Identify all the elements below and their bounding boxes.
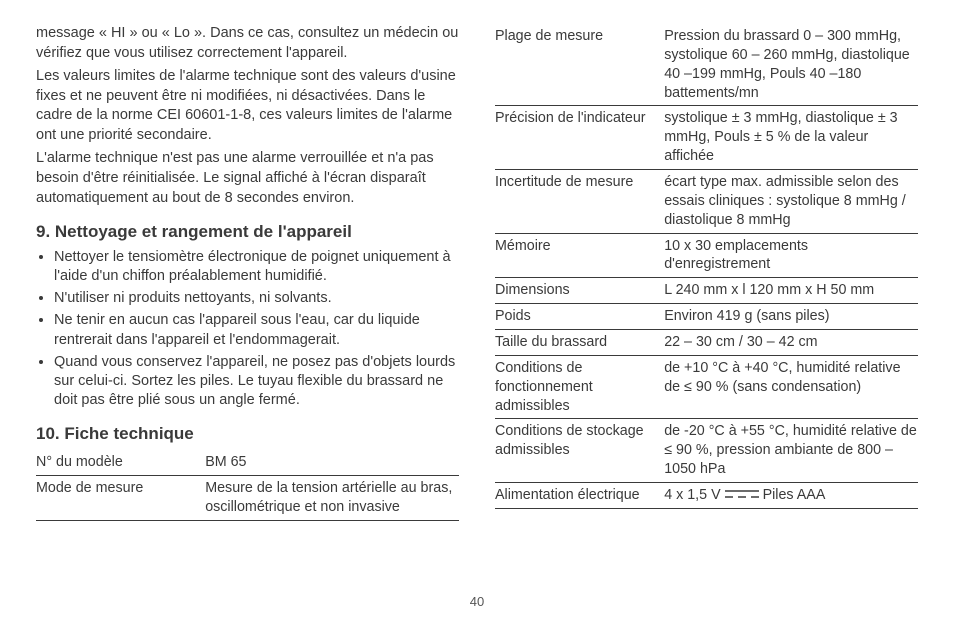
- table-row: Conditions de fonctionnement admissibles…: [495, 355, 918, 419]
- spec-table-left: N° du modèle BM 65 Mode de mesure Mesure…: [36, 450, 459, 521]
- spec-key: Incertitude de mesure: [495, 170, 664, 234]
- spec-key: Conditions de stockage admissibles: [495, 419, 664, 483]
- spec-value: de -20 °C à +55 °C, humidité relative de…: [664, 419, 918, 483]
- spec-value: écart type max. admissible selon des ess…: [664, 170, 918, 234]
- table-row: Mode de mesure Mesure de la tension arté…: [36, 475, 459, 520]
- heading-cleaning: 9. Nettoyage et rangement de l'appareil: [36, 222, 459, 242]
- spec-value: L 240 mm x l 120 mm x H 50 mm: [664, 278, 918, 304]
- spec-value: Environ 419 g (sans piles): [664, 304, 918, 330]
- spec-value: 10 x 30 emplacements d'enregistrement: [664, 233, 918, 278]
- table-row: Taille du brassard 22 – 30 cm / 30 – 42 …: [495, 330, 918, 356]
- paragraph: message « HI » ou « Lo ». Dans ce cas, c…: [36, 24, 459, 63]
- spec-value-text-b: Piles AAA: [763, 487, 826, 503]
- spec-key: Mémoire: [495, 233, 664, 278]
- table-row: Dimensions L 240 mm x l 120 mm x H 50 mm: [495, 278, 918, 304]
- spec-table-right: Plage de mesure Pression du brassard 0 –…: [495, 24, 918, 509]
- table-row: N° du modèle BM 65: [36, 450, 459, 475]
- spec-key: N° du modèle: [36, 450, 205, 475]
- page-number: 40: [0, 594, 954, 609]
- left-column: message « HI » ou « Lo ». Dans ce cas, c…: [36, 24, 459, 609]
- table-row: Plage de mesure Pression du brassard 0 –…: [495, 24, 918, 106]
- spec-value: 4 x 1,5 V Piles AAA: [664, 483, 918, 509]
- table-row: Précision de l'indicateur systolique ± 3…: [495, 106, 918, 170]
- dc-symbol-icon: [725, 486, 759, 505]
- spec-value: Mesure de la tension artérielle au bras,…: [205, 475, 459, 520]
- spec-key: Poids: [495, 304, 664, 330]
- spec-value: systolique ± 3 mmHg, diastolique ± 3 mmH…: [664, 106, 918, 170]
- spec-value: de +10 °C à +40 °C, humidité relative de…: [664, 355, 918, 419]
- heading-specs: 10. Fiche technique: [36, 424, 459, 444]
- list-item: N'utiliser ni produits nettoyants, ni so…: [54, 289, 459, 308]
- spec-value-text-a: 4 x 1,5 V: [664, 487, 724, 503]
- table-row: Mémoire 10 x 30 emplacements d'enregistr…: [495, 233, 918, 278]
- right-column: Plage de mesure Pression du brassard 0 –…: [495, 24, 918, 609]
- spec-value: Pression du brassard 0 – 300 mmHg, systo…: [664, 24, 918, 106]
- list-item: Nettoyer le tensiomètre électronique de …: [54, 248, 459, 286]
- spec-value: 22 – 30 cm / 30 – 42 cm: [664, 330, 918, 356]
- spec-key: Précision de l'indicateur: [495, 106, 664, 170]
- spec-key: Alimentation électrique: [495, 483, 664, 509]
- table-row: Alimentation électrique 4 x 1,5 V Piles …: [495, 483, 918, 509]
- list-item: Ne tenir en aucun cas l'appareil sous l'…: [54, 311, 459, 349]
- table-row: Incertitude de mesure écart type max. ad…: [495, 170, 918, 234]
- spec-key: Taille du brassard: [495, 330, 664, 356]
- bullet-list: Nettoyer le tensiomètre électronique de …: [36, 248, 459, 410]
- spec-key: Plage de mesure: [495, 24, 664, 106]
- spec-key: Conditions de fonctionnement admissibles: [495, 355, 664, 419]
- document-page: message « HI » ou « Lo ». Dans ce cas, c…: [0, 0, 954, 619]
- table-row: Conditions de stockage admissibles de -2…: [495, 419, 918, 483]
- paragraph: Les valeurs limites de l'alarme techniqu…: [36, 67, 459, 145]
- spec-key: Mode de mesure: [36, 475, 205, 520]
- spec-value: BM 65: [205, 450, 459, 475]
- spec-key: Dimensions: [495, 278, 664, 304]
- list-item: Quand vous conservez l'appareil, ne pose…: [54, 353, 459, 410]
- table-row: Poids Environ 419 g (sans piles): [495, 304, 918, 330]
- paragraph: L'alarme technique n'est pas une alarme …: [36, 149, 459, 208]
